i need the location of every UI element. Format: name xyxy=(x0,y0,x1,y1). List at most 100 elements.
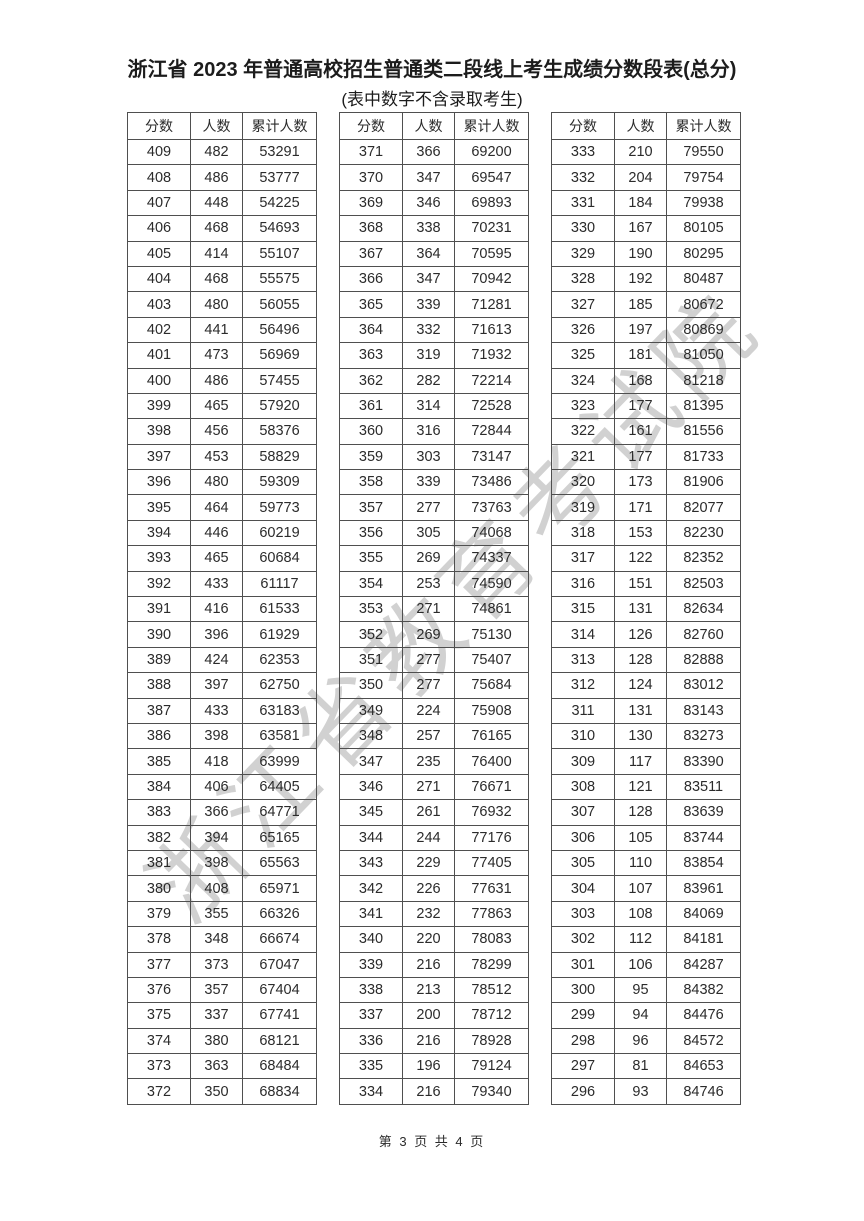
table-cell: 386 xyxy=(127,722,191,750)
table-row: 298 96 84572 xyxy=(551,1027,741,1055)
table-cell: 73486 xyxy=(454,469,529,496)
table-cell: 296 xyxy=(551,1078,615,1105)
table-row: 390 396 61929 xyxy=(127,621,317,648)
table-cell: 128 xyxy=(614,799,667,826)
table-cell: 480 xyxy=(190,469,243,496)
table-row: 317 122 82352 xyxy=(551,545,741,572)
table-row: 375 337 67741 xyxy=(127,1002,317,1029)
table-cell: 404 xyxy=(127,265,191,293)
table-cell: 310 xyxy=(551,722,615,750)
table-cell: 345 xyxy=(339,799,403,826)
table-cell: 131 xyxy=(614,596,667,623)
table-row: 311 131 83143 xyxy=(551,697,741,724)
table-row: 306 105 83744 xyxy=(551,824,741,851)
table-cell: 81 xyxy=(614,1053,667,1080)
table-cell: 78928 xyxy=(454,1027,529,1055)
table-cell: 441 xyxy=(190,316,243,344)
table-row: 353 271 74861 xyxy=(339,596,529,623)
table-cell: 346 xyxy=(402,189,455,217)
table-cell: 408 xyxy=(190,875,243,902)
table-row: 336 216 78928 xyxy=(339,1027,529,1055)
table-row: 405 414 55107 xyxy=(127,240,317,267)
table-row: 398 456 58376 xyxy=(127,418,317,445)
table-row: 337 200 78712 xyxy=(339,1002,529,1029)
table-cell: 76165 xyxy=(454,722,529,750)
table-cell: 82077 xyxy=(666,494,741,521)
table-cell: 316 xyxy=(402,418,455,445)
table-cell: 364 xyxy=(339,316,403,344)
table-row: 323 177 81395 xyxy=(551,392,741,420)
table-cell: 358 xyxy=(339,469,403,496)
table-cell: 359 xyxy=(339,443,403,471)
table-cell: 387 xyxy=(127,697,191,724)
table-row: 297 81 84653 xyxy=(551,1053,741,1080)
table-row: 325 181 81050 xyxy=(551,342,741,369)
table-cell: 348 xyxy=(190,926,243,953)
table-cell: 312 xyxy=(551,672,615,699)
table-cell: 108 xyxy=(614,900,667,928)
table-cell: 79340 xyxy=(454,1078,529,1105)
table-cell: 346 xyxy=(339,773,403,801)
table-cell: 407 xyxy=(127,189,191,217)
table-cell: 347 xyxy=(339,748,403,775)
table-cell: 74068 xyxy=(454,519,529,547)
column-header: 人数 xyxy=(190,112,243,140)
table-cell: 334 xyxy=(339,1078,403,1105)
table-cell: 282 xyxy=(402,367,455,394)
table-cell: 77863 xyxy=(454,900,529,928)
table-cell: 446 xyxy=(190,519,243,547)
table-row: 383 366 64771 xyxy=(127,799,317,826)
table-cell: 173 xyxy=(614,469,667,496)
table-row: 307 128 83639 xyxy=(551,799,741,826)
table-cell: 301 xyxy=(551,951,615,978)
table-row: 381 398 65563 xyxy=(127,849,317,877)
table-cell: 456 xyxy=(190,418,243,445)
table-cell: 53291 xyxy=(242,138,317,166)
table-row: 320 173 81906 xyxy=(551,469,741,496)
table-cell: 348 xyxy=(339,722,403,750)
table-cell: 401 xyxy=(127,342,191,369)
table-cell: 235 xyxy=(402,748,455,775)
table-cell: 307 xyxy=(551,799,615,826)
table-cell: 424 xyxy=(190,646,243,674)
table-row: 338 213 78512 xyxy=(339,976,529,1004)
table-cell: 67404 xyxy=(242,976,317,1004)
table-cell: 192 xyxy=(614,265,667,293)
table-cell: 261 xyxy=(402,799,455,826)
table-cell: 78083 xyxy=(454,926,529,953)
table-row: 350 277 75684 xyxy=(339,672,529,699)
table-row: 402 441 56496 xyxy=(127,316,317,344)
table-row: 359 303 73147 xyxy=(339,443,529,471)
table-cell: 377 xyxy=(127,951,191,978)
table-cell: 59309 xyxy=(242,469,317,496)
table-row: 339 216 78299 xyxy=(339,951,529,978)
table-cell: 181 xyxy=(614,342,667,369)
table-cell: 55575 xyxy=(242,265,317,293)
table-cell: 357 xyxy=(339,494,403,521)
table-cell: 84382 xyxy=(666,976,741,1004)
table-row: 360 316 72844 xyxy=(339,418,529,445)
column-header: 分数 xyxy=(551,112,615,140)
table-row: 406 468 54693 xyxy=(127,215,317,242)
table-cell: 378 xyxy=(127,926,191,953)
table-row: 312 124 83012 xyxy=(551,672,741,699)
table-cell: 332 xyxy=(402,316,455,344)
table-cell: 78712 xyxy=(454,1002,529,1029)
table-row: 329 190 80295 xyxy=(551,240,741,267)
table-cell: 71932 xyxy=(454,342,529,369)
table-cell: 151 xyxy=(614,570,667,598)
table-cell: 366 xyxy=(402,138,455,166)
table-cell: 304 xyxy=(551,875,615,902)
table-cell: 382 xyxy=(127,824,191,851)
table-cell: 83639 xyxy=(666,799,741,826)
table-cell: 61929 xyxy=(242,621,317,648)
table-cell: 397 xyxy=(190,672,243,699)
table-cell: 380 xyxy=(190,1027,243,1055)
table-row: 378 348 66674 xyxy=(127,926,317,953)
table-cell: 338 xyxy=(402,215,455,242)
table-cell: 200 xyxy=(402,1002,455,1029)
table-cell: 64771 xyxy=(242,799,317,826)
table-cell: 62353 xyxy=(242,646,317,674)
table-cell: 82634 xyxy=(666,596,741,623)
table-row: 315 131 82634 xyxy=(551,596,741,623)
